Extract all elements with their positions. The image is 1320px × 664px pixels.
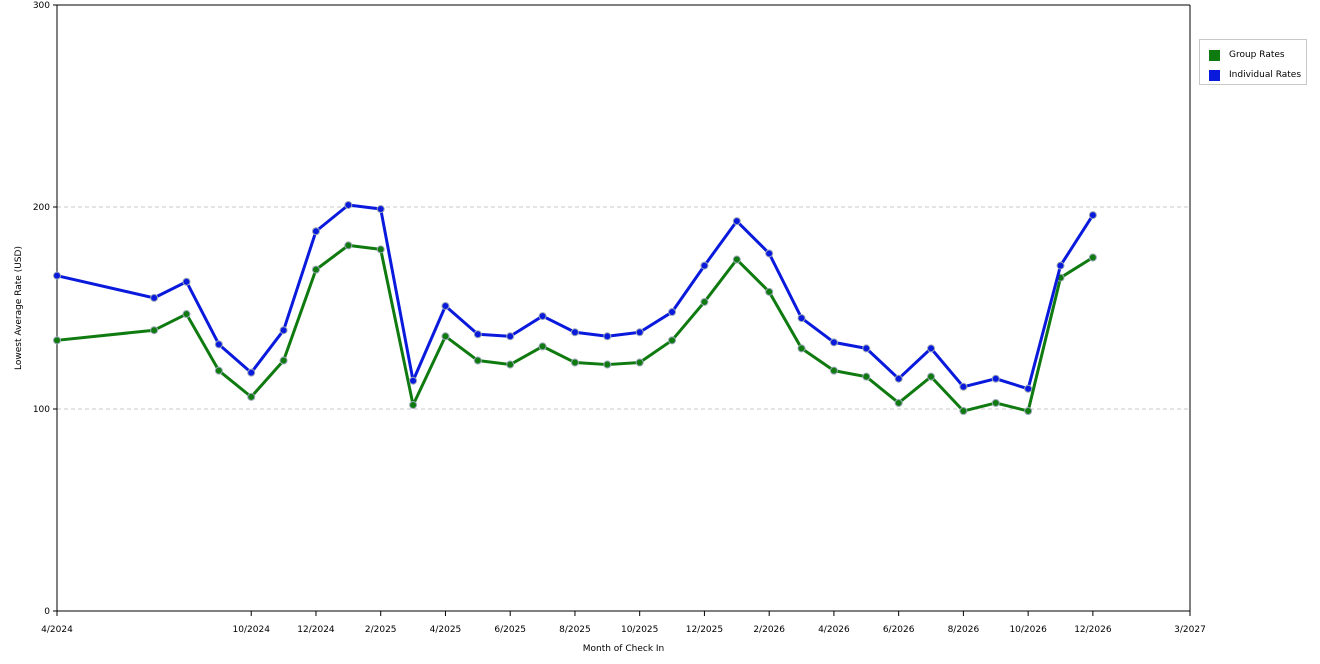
data-point-group-rates — [700, 297, 709, 306]
data-point-group-rates — [927, 372, 936, 381]
data-point-group-rates — [603, 360, 612, 369]
legend-item-individual: Individual Rates — [1209, 68, 1301, 82]
data-point-individual-rates — [409, 376, 418, 385]
data-point-group-rates — [279, 356, 288, 365]
data-point-group-rates — [1024, 407, 1033, 416]
y-tick-label: 300 — [33, 1, 50, 11]
data-point-individual-rates — [862, 344, 871, 353]
data-point-group-rates — [732, 255, 741, 264]
legend-label-individual: Individual Rates — [1229, 70, 1302, 80]
x-tick-label: 10/2026 — [1009, 625, 1047, 635]
x-tick-label: 4/2024 — [41, 625, 73, 635]
data-point-individual-rates — [182, 277, 191, 286]
data-point-individual-rates — [214, 340, 223, 349]
x-tick-label: 12/2024 — [297, 625, 335, 635]
data-point-group-rates — [765, 287, 774, 296]
x-tick-label: 10/2024 — [233, 625, 271, 635]
data-point-individual-rates — [829, 338, 838, 347]
data-point-individual-rates — [668, 308, 677, 317]
x-tick-label: 12/2026 — [1074, 625, 1112, 635]
data-point-group-rates — [506, 360, 515, 369]
data-point-individual-rates — [506, 332, 515, 341]
legend-item-group: Group Rates — [1209, 48, 1285, 62]
data-point-group-rates — [214, 366, 223, 375]
legend: Group Rates Individual Rates — [1199, 39, 1307, 85]
data-point-individual-rates — [441, 301, 450, 310]
data-point-individual-rates — [150, 293, 159, 302]
data-point-group-rates — [53, 336, 61, 345]
data-point-individual-rates — [473, 330, 482, 339]
data-point-group-rates — [797, 344, 806, 353]
data-point-individual-rates — [376, 205, 385, 214]
data-point-individual-rates — [1024, 384, 1033, 393]
y-tick-label: 0 — [44, 607, 50, 617]
data-point-group-rates — [959, 407, 968, 416]
data-point-group-rates — [441, 332, 450, 341]
x-tick-label: 4/2026 — [818, 625, 850, 635]
data-point-group-rates — [862, 372, 871, 381]
data-point-individual-rates — [570, 328, 579, 337]
x-tick-label: 8/2025 — [559, 625, 591, 635]
y-axis-title: Lowest Average Rate (USD) — [14, 246, 24, 370]
data-point-individual-rates — [247, 368, 256, 377]
data-point-individual-rates — [53, 271, 61, 280]
data-point-group-rates — [570, 358, 579, 367]
data-point-individual-rates — [635, 328, 644, 337]
data-point-individual-rates — [991, 374, 1000, 383]
y-tick-label: 200 — [33, 203, 50, 213]
data-point-group-rates — [150, 326, 159, 335]
data-point-individual-rates — [311, 227, 320, 236]
data-point-group-rates — [635, 358, 644, 367]
data-point-group-rates — [344, 241, 353, 250]
data-point-individual-rates — [732, 217, 741, 226]
data-point-group-rates — [1088, 253, 1097, 262]
data-point-individual-rates — [1056, 261, 1065, 270]
data-point-individual-rates — [765, 249, 774, 258]
data-point-group-rates — [409, 400, 418, 409]
data-point-individual-rates — [894, 374, 903, 383]
data-point-individual-rates — [927, 344, 936, 353]
data-point-individual-rates — [279, 326, 288, 335]
data-point-group-rates — [538, 342, 547, 351]
data-point-group-rates — [894, 398, 903, 407]
series-line-group-rates — [55, 243, 1095, 413]
legend-swatch-individual — [1209, 69, 1220, 81]
y-tick-label: 100 — [33, 405, 50, 415]
data-point-individual-rates — [959, 382, 968, 391]
x-axis-title: Month of Check In — [583, 644, 665, 654]
data-point-individual-rates — [700, 261, 709, 270]
data-point-group-rates — [829, 366, 838, 375]
x-tick-label: 2/2025 — [365, 625, 397, 635]
legend-label-group: Group Rates — [1229, 50, 1285, 60]
data-point-individual-rates — [1088, 211, 1097, 220]
x-tick-label: 2/2026 — [753, 625, 785, 635]
data-point-group-rates — [668, 336, 677, 345]
data-point-individual-rates — [344, 200, 353, 209]
x-tick-label: 6/2026 — [883, 625, 915, 635]
data-point-group-rates — [376, 245, 385, 254]
data-point-individual-rates — [538, 312, 547, 321]
x-tick-label: 4/2025 — [430, 625, 462, 635]
x-tick-label: 3/2027 — [1174, 625, 1206, 635]
data-point-individual-rates — [603, 332, 612, 341]
data-point-group-rates — [247, 392, 256, 401]
x-tick-label: 6/2025 — [494, 625, 526, 635]
data-point-group-rates — [182, 310, 191, 319]
data-point-group-rates — [473, 356, 482, 365]
x-tick-label: 10/2025 — [621, 625, 658, 635]
data-point-group-rates — [991, 398, 1000, 407]
legend-swatch-group — [1209, 49, 1220, 61]
data-point-individual-rates — [797, 314, 806, 323]
x-tick-label: 8/2026 — [948, 625, 980, 635]
data-point-group-rates — [311, 265, 320, 274]
x-tick-label: 12/2025 — [686, 625, 723, 635]
